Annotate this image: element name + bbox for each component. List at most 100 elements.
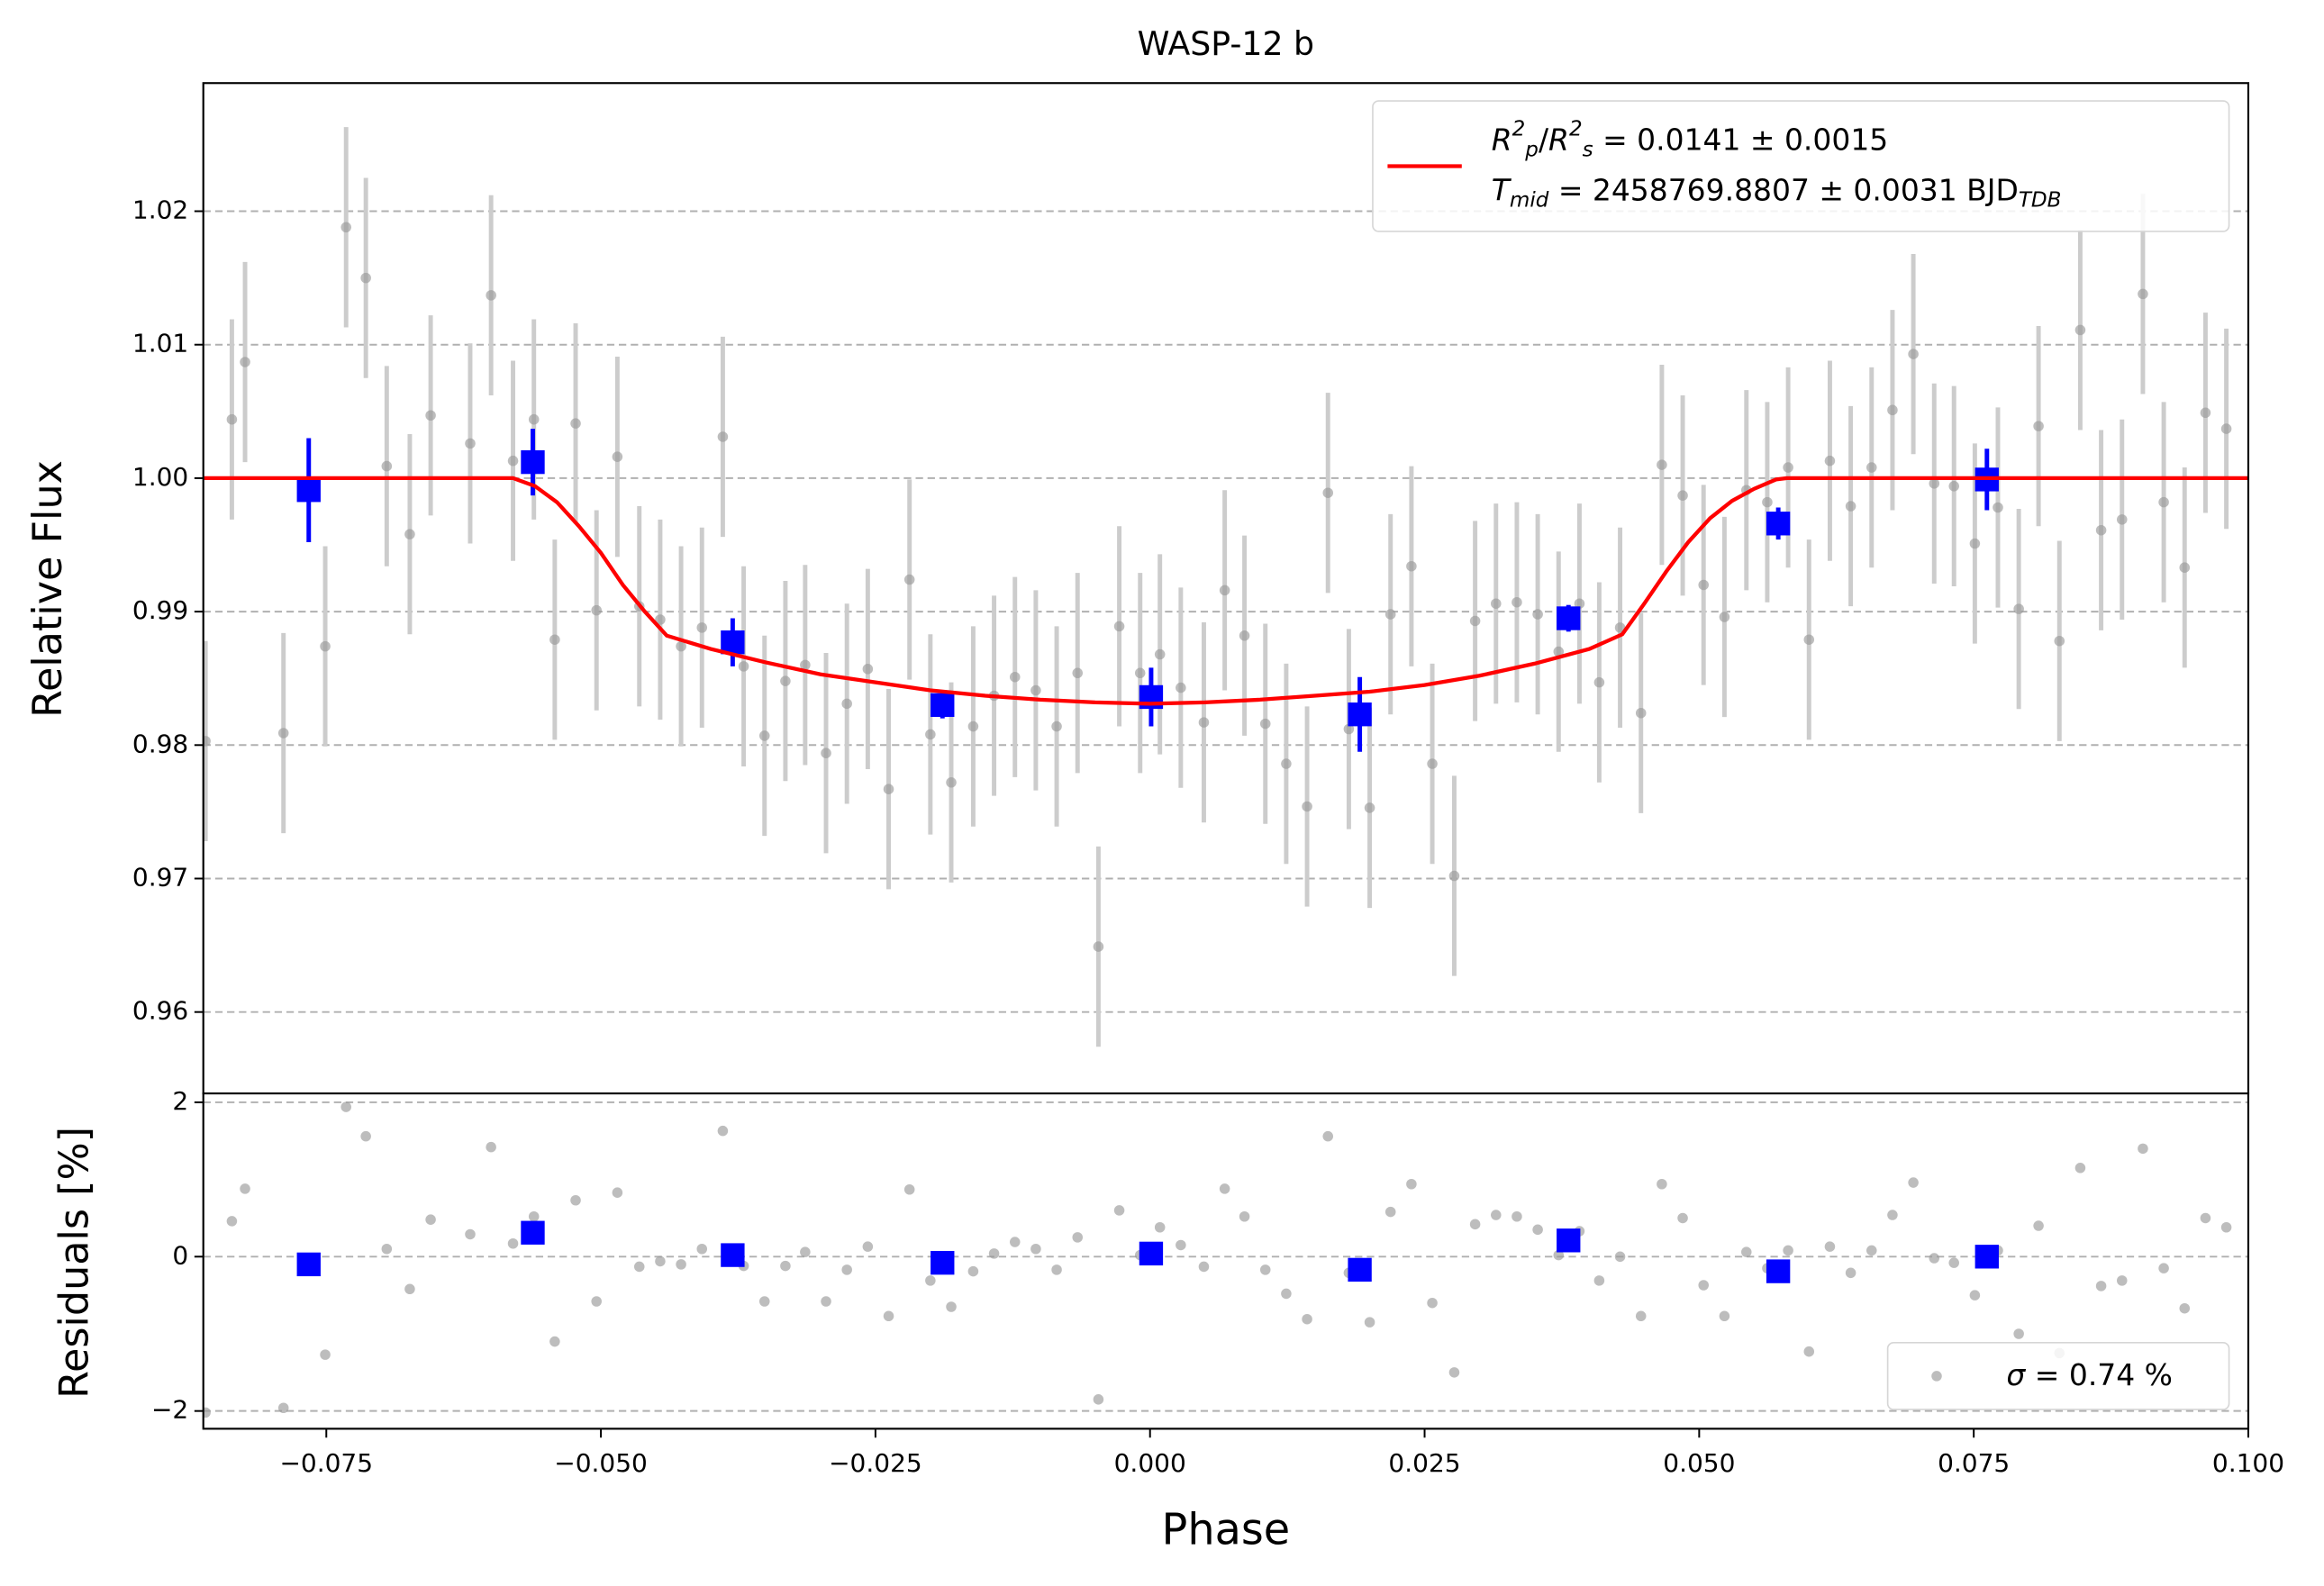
data-point (1030, 684, 1041, 696)
y-tick-label: −2 (151, 1395, 188, 1425)
data-point (2179, 1302, 2191, 1314)
legend-text-part: / (1539, 122, 1549, 157)
binned-point (1974, 1245, 1999, 1269)
data-point (570, 418, 581, 429)
data-point (528, 413, 540, 425)
data-point (821, 1296, 831, 1307)
data-point (1448, 870, 1460, 882)
legend-text-part: s (1583, 138, 1593, 161)
data-point (1719, 1310, 1730, 1322)
data-point (2220, 1221, 2232, 1233)
data-point (1929, 478, 1940, 489)
data-point (1635, 1310, 1647, 1322)
data-point (2200, 407, 2211, 419)
binned-point (521, 1220, 545, 1245)
binned-point (931, 1250, 955, 1275)
binned-point (1766, 512, 1791, 536)
data-point (1093, 1394, 1104, 1405)
data-point (1762, 496, 1773, 508)
data-point (925, 729, 936, 740)
data-point (1239, 1210, 1250, 1222)
data-point (2116, 1275, 2128, 1286)
data-point (404, 1283, 415, 1295)
data-point (2116, 514, 2128, 525)
data-point (240, 357, 250, 367)
data-point (1072, 1232, 1084, 1243)
data-point (2074, 324, 2086, 336)
data-point (203, 1407, 211, 1418)
data-point (1072, 667, 1084, 679)
data-point (800, 659, 811, 671)
data-point (1824, 455, 1836, 467)
data-point (1364, 1317, 1375, 1328)
data-point (2138, 1143, 2148, 1155)
data-point (320, 1349, 331, 1360)
data-point (1866, 462, 1877, 473)
binned-point (1766, 1259, 1791, 1283)
x-tick-label: 0.000 (1114, 1448, 1186, 1478)
legend-text-part: mid (1510, 188, 1549, 212)
data-point (2033, 421, 2044, 431)
data-point (1969, 1290, 1981, 1301)
data-point (1093, 941, 1104, 952)
data-point (738, 661, 749, 672)
data-point (862, 664, 874, 675)
binned-point (1348, 702, 1372, 727)
data-point (800, 1246, 811, 1257)
data-point (591, 604, 602, 616)
legend-marker (1931, 1371, 1942, 1382)
data-point (696, 622, 708, 633)
data-point (883, 1310, 894, 1322)
data-point (1677, 1212, 1688, 1224)
series-layer (203, 127, 2248, 1047)
binned-point (1139, 1241, 1164, 1266)
data-point (1051, 1264, 1062, 1275)
legend-label: σ = 0.74 % (2006, 1356, 2173, 1391)
data-point (1698, 1280, 1709, 1291)
data-point (633, 1261, 645, 1273)
data-point (240, 1183, 250, 1194)
legend-box (1372, 100, 2230, 232)
data-point (1009, 1237, 1021, 1247)
data-point (946, 1301, 957, 1312)
data-point (528, 1210, 540, 1222)
data-point (1239, 630, 1250, 641)
data-point (1887, 1210, 1898, 1220)
data-point (1469, 615, 1481, 627)
data-point (1657, 459, 1667, 470)
data-point (1553, 1249, 1565, 1261)
data-point (1154, 648, 1166, 660)
data-point (2138, 288, 2148, 300)
data-point (2095, 1281, 2107, 1291)
data-point (1845, 1267, 1856, 1279)
data-point (2095, 524, 2107, 536)
data-point (676, 1259, 686, 1270)
data-point (1719, 612, 1730, 622)
data-point (570, 1194, 581, 1206)
y-tick-label: 0 (172, 1240, 188, 1270)
data-point (1030, 1243, 1041, 1255)
data-point (1491, 1210, 1502, 1220)
data-point (988, 1248, 1000, 1259)
data-point (226, 1216, 238, 1227)
data-point (1887, 404, 1898, 416)
data-point (277, 728, 289, 739)
data-point (1593, 1275, 1605, 1286)
data-point (655, 1255, 666, 1267)
data-point (655, 614, 666, 625)
binned-point (721, 1243, 745, 1267)
x-tick-label: 0.025 (1388, 1448, 1460, 1478)
legend-box (1886, 1342, 2230, 1410)
data-point (1384, 609, 1396, 620)
legend-text-part: σ (2006, 1356, 2026, 1391)
axes-frame (202, 1092, 2250, 1430)
data-point (1908, 1177, 1919, 1188)
data-point (925, 1275, 936, 1286)
data-point (2033, 1220, 2044, 1231)
data-point (1364, 802, 1375, 813)
data-point (1281, 1288, 1292, 1300)
data-point (465, 1228, 476, 1240)
data-point (967, 720, 979, 732)
y-tick-label: 0.96 (132, 996, 188, 1026)
